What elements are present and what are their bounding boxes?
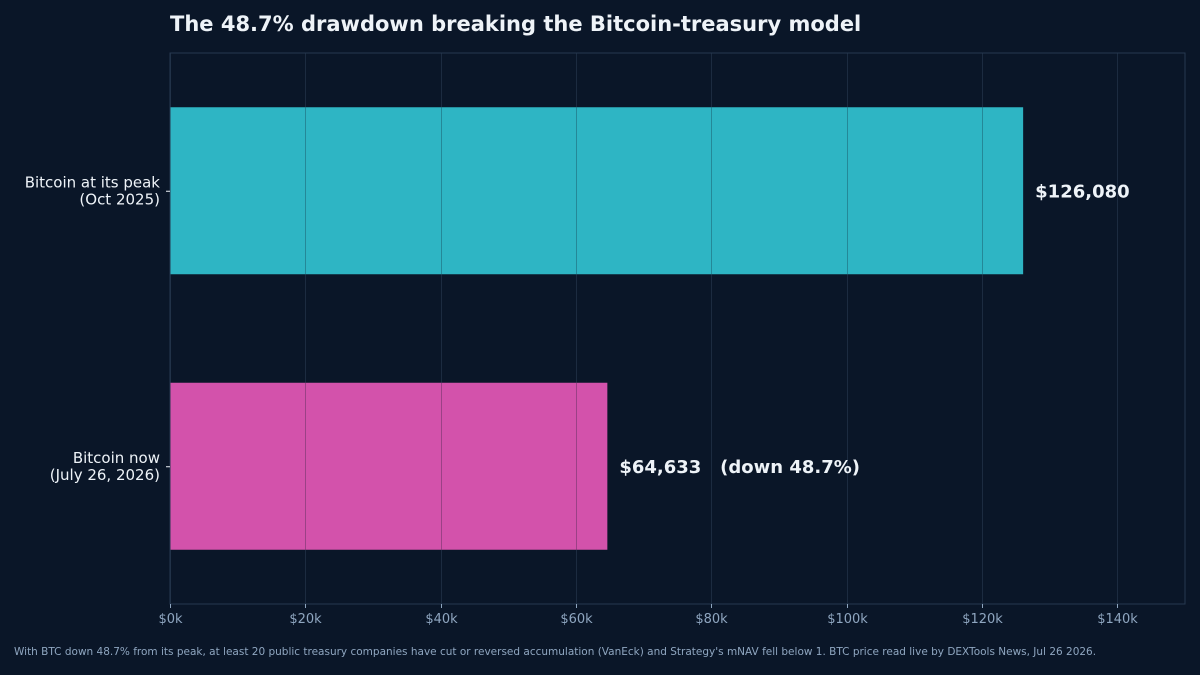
bar-grid-overlay (305, 107, 983, 550)
value-labels: $126,080 $64,633 (down 48.7%) (619, 181, 1129, 478)
category-label: (July 26, 2026) (50, 466, 160, 484)
bar (170, 107, 1024, 275)
chart-title: The 48.7% drawdown breaking the Bitcoin-… (170, 12, 861, 36)
y-axis-categories: Bitcoin at its peak(Oct 2025) Bitcoin now… (25, 173, 170, 484)
x-tick-label: $40k (425, 612, 458, 627)
x-tick-label: $20k (289, 612, 322, 627)
x-tick-label: $100k (827, 612, 868, 627)
value-label: $126,080 (1035, 181, 1130, 202)
x-tick-label: $60k (560, 612, 593, 627)
bars (170, 107, 1024, 550)
x-tick-label: $0k (158, 612, 183, 627)
category-label: Bitcoin now (73, 449, 160, 467)
footnote: With BTC down 48.7% from its peak, at le… (14, 646, 1096, 658)
bar (170, 382, 608, 550)
x-tick-label: $140k (1097, 612, 1138, 627)
x-axis-ticks: $0k $20k $40k $60k $80k $100k $120k $140k (158, 604, 1138, 627)
x-tick-label: $80k (695, 612, 728, 627)
value-label: $64,633 (down 48.7%) (619, 457, 860, 478)
plot-frame (169, 52, 1186, 605)
x-tick-label: $120k (962, 612, 1003, 627)
category-label: (Oct 2025) (79, 190, 160, 208)
category-label: Bitcoin at its peak (25, 173, 161, 191)
